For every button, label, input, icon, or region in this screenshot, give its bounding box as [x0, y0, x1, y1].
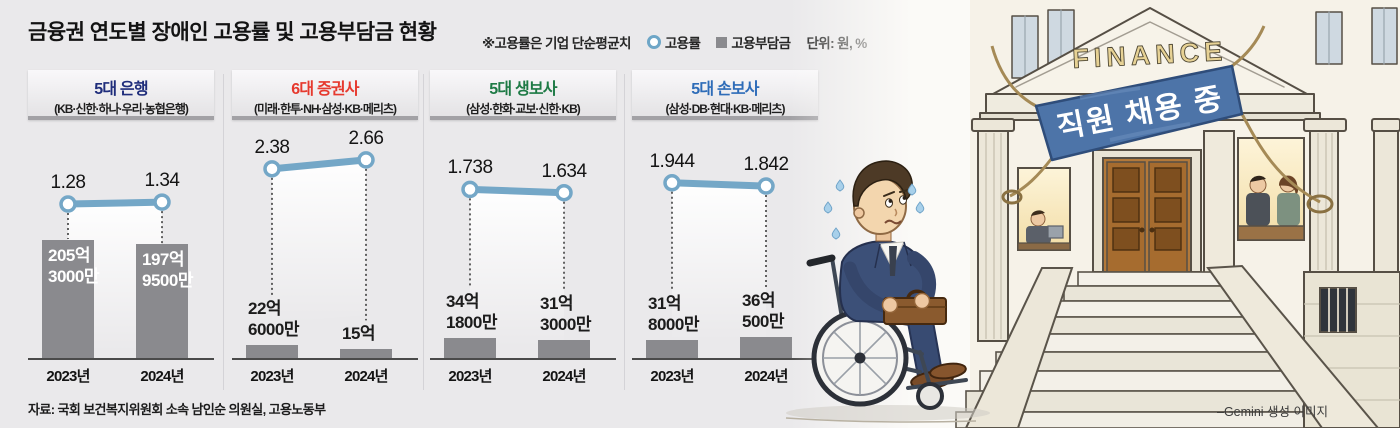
levy-value-label: 31억 8000만: [648, 293, 699, 334]
panel-divider: [223, 74, 224, 390]
panel-divider: [423, 74, 424, 390]
panel-divider: [624, 74, 625, 390]
x-axis: [232, 358, 418, 360]
panel-chart: 205억 3000만 1.28 2023년 197억 9500만 1.34 2024년: [28, 120, 214, 420]
rate-line: [668, 179, 770, 190]
rate-value-label: 1.28: [50, 172, 86, 194]
panel-header: 5대 은행 (KB·신한·하나·우리·농협은행): [28, 70, 214, 120]
rate-line: [268, 156, 370, 173]
year-label: 2024년: [140, 368, 184, 385]
legend-levy: 고용부담금: [716, 32, 791, 52]
rate-value-label: 1.738: [447, 157, 493, 179]
legend-rate-label: 고용률: [664, 36, 701, 51]
levy-bar: [740, 337, 792, 358]
panel-subtitle: (삼성·DB·현대·KB·메리츠): [665, 102, 786, 116]
year-label: 2023년: [46, 368, 90, 385]
rate-marker: [757, 177, 775, 195]
year-label: 2024년: [344, 368, 388, 385]
levy-value-label: 205억 3000만: [48, 245, 99, 286]
rate-line-chart: [461, 180, 573, 348]
panel-4: 5대 손보사 (삼성·DB·현대·KB·메리츠) 31억 8000만 1.944 2023…: [632, 70, 818, 400]
panel-header: 5대 생보사 (삼성·한화·교보·신한·KB): [430, 70, 616, 120]
legend-note: ※고용률은 기업 단순평균치: [482, 36, 631, 51]
recruiting-banner: 직원 채용 중: [990, 25, 1334, 214]
panel-2: 6대 증권사 (미래·한투·NH·삼성·KB·메리츠) 22억 6000만 2.38 20…: [232, 70, 418, 400]
rate-value-label: 1.944: [649, 150, 695, 172]
year-label: 2024년: [744, 368, 788, 385]
panel-1: 5대 은행 (KB·신한·하나·우리·농협은행) 205억 3000만 1.28 2023…: [28, 70, 214, 400]
levy-bar: [246, 345, 298, 358]
rate-value-label: 2.66: [348, 127, 384, 149]
levy-bar: [42, 239, 94, 358]
credit-text: –Gemini 생성 이미지: [1217, 405, 1328, 419]
year-label: 2023년: [250, 368, 294, 385]
panel-header: 5대 손보사 (삼성·DB·현대·KB·메리츠): [632, 70, 818, 120]
rate-value-label: 2.38: [254, 136, 290, 158]
levy-value-label: 22억 6000만: [248, 299, 299, 339]
rate-value-label: 1.34: [144, 170, 180, 192]
illustration: FINANCE: [785, 0, 1400, 428]
x-axis: [28, 358, 214, 360]
rate-value-label: 1.634: [541, 160, 587, 182]
rate-line-chart: [263, 151, 375, 324]
left-window: [1017, 167, 1071, 251]
rate-marker: [663, 174, 681, 192]
levy-bar: [646, 339, 698, 358]
rate-line-chart: [663, 174, 775, 342]
page-title: 금융권 연도별 장애인 고용률 및 고용부담금 현황: [28, 21, 437, 44]
sweat-drops: [823, 179, 925, 240]
right-window: [1237, 137, 1305, 241]
panel-chart: 34억 1800만 1.738 2023년 31억 3000만 1.634 2024년: [430, 120, 616, 420]
levy-bar: [538, 340, 590, 358]
rate-marker: [357, 151, 375, 169]
panel-title: 5대 손보사: [691, 81, 759, 98]
legend-rate: 고용률: [646, 32, 701, 52]
levy-bar: [444, 338, 496, 358]
rate-line: [64, 198, 166, 208]
rate-line: [466, 185, 568, 197]
rate-marker-icon: [646, 35, 661, 49]
banisters: [964, 264, 1380, 428]
levy-value-label: 34억 1800만: [446, 292, 497, 333]
rate-marker: [59, 195, 77, 213]
rate-marker: [555, 183, 573, 202]
panel-subtitle: (KB·신한·하나·우리·농협은행): [54, 102, 189, 116]
levy-value-label: 36억 500만: [742, 291, 785, 332]
levy-bar: [340, 349, 392, 358]
panel-header: 6대 증권사 (미래·한투·NH·삼성·KB·메리츠): [232, 70, 418, 120]
levy-marker-icon: [716, 36, 728, 48]
panel-title: 5대 은행: [94, 81, 148, 98]
entrance-door: [1092, 149, 1202, 273]
rate-marker: [153, 193, 171, 211]
x-axis: [632, 358, 818, 360]
levy-value-label: 15억: [342, 324, 376, 344]
panel-3: 5대 생보사 (삼성·한화·교보·신한·KB) 34억 1800만 1.738 2023년…: [430, 70, 616, 400]
source-text: 자료: 국회 보건복지위원회 소속 남인순 의원실, 고용노동부: [28, 402, 326, 417]
panel-chart: 22억 6000만 2.38 2023년 15억 2.66 2024년: [232, 120, 418, 420]
rate-value-label: 1.842: [743, 154, 789, 176]
x-axis: [430, 358, 616, 360]
year-label: 2024년: [542, 368, 586, 385]
year-label: 2023년: [448, 368, 492, 385]
panel-title: 5대 생보사: [489, 81, 557, 98]
panel-subtitle: (미래·한투·NH·삼성·KB·메리츠): [254, 102, 397, 116]
levy-value-label: 197억 9500만: [142, 250, 193, 291]
panel-chart: 31억 8000만 1.944 2023년 36억 500만 1.842 2024년: [632, 120, 818, 420]
rope-knot: [1306, 194, 1334, 214]
rope-knot: [1001, 189, 1023, 205]
year-label: 2023년: [650, 368, 694, 385]
legend-levy-label: 고용부담금: [731, 36, 791, 51]
levy-bar: [136, 244, 188, 358]
panel-title: 6대 증권사: [291, 81, 359, 98]
levy-value-label: 31억 3000만: [540, 294, 591, 334]
windows: [1017, 137, 1305, 251]
panel-subtitle: (삼성·한화·교보·신한·KB): [466, 102, 581, 116]
wheelchair-man: [785, 160, 990, 423]
rate-marker: [263, 160, 281, 178]
rate-marker: [461, 180, 479, 199]
